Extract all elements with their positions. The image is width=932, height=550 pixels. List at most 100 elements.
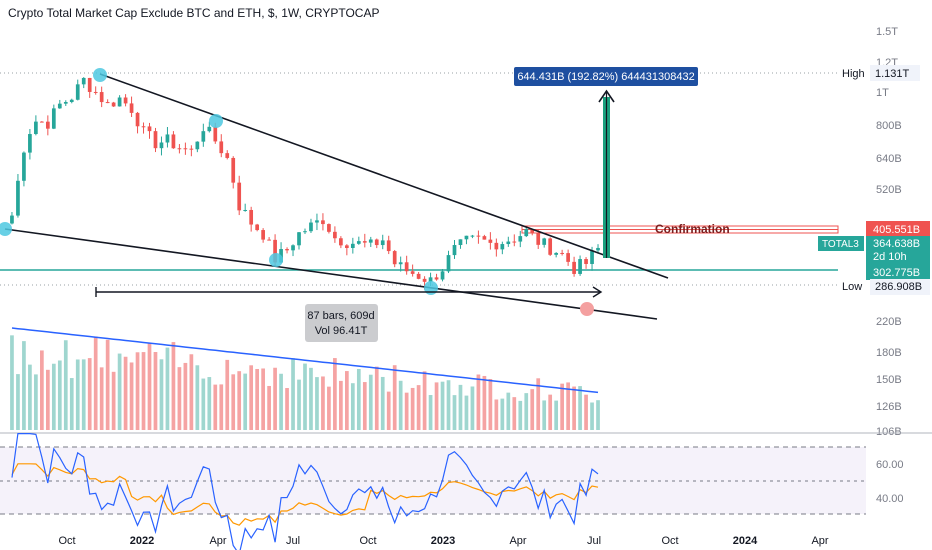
volume-bar [488, 379, 493, 430]
volume-bar [231, 374, 236, 430]
price-measure[interactable] [598, 89, 615, 258]
candle-body [470, 235, 475, 237]
candle-body [434, 277, 439, 280]
candle-body [339, 238, 343, 246]
volume-bar [10, 335, 14, 430]
candle-body [386, 240, 391, 252]
time-axis-label: Apr [509, 535, 526, 547]
rsi-line [11, 433, 599, 550]
volume-bar [476, 374, 481, 430]
support-price: 302.775B [873, 267, 920, 279]
candle-body [297, 232, 301, 246]
volume-bar [554, 400, 559, 430]
volume-bar [590, 402, 594, 430]
range-vol-label: Vol 96.41T [315, 325, 368, 337]
touch-point[interactable] [93, 68, 107, 82]
symbol-tag [818, 236, 864, 251]
candle-body [464, 235, 469, 240]
volume-bar [333, 358, 337, 430]
volume-bar [584, 394, 588, 430]
candle-body [201, 131, 206, 142]
volume-bar [279, 373, 283, 430]
candle-body [578, 259, 582, 274]
volume-bar [380, 376, 385, 430]
candle-body [111, 102, 116, 107]
candle-body [183, 148, 188, 150]
high-label: High [842, 68, 865, 80]
volume-bar [105, 339, 110, 430]
range-measure[interactable] [95, 286, 603, 298]
price-axis-label: 220B [876, 316, 902, 328]
candle-body [536, 233, 541, 245]
candle-body [572, 261, 576, 274]
volume-bar [440, 381, 445, 430]
volume-bar [16, 374, 20, 430]
touch-point[interactable] [269, 253, 283, 267]
volume-bar [309, 367, 313, 430]
candle-body [356, 241, 361, 244]
low-tag [870, 279, 930, 295]
current-price-tag [866, 236, 930, 264]
volume-bars [10, 335, 600, 430]
lower-trendline[interactable] [4, 228, 658, 320]
upper-trendline[interactable] [99, 73, 669, 279]
candle-body [488, 239, 493, 243]
candle-body [22, 152, 26, 181]
volume-bar [350, 383, 355, 430]
candle-body [195, 141, 200, 150]
volume-bar [141, 352, 146, 430]
candle-body [261, 230, 265, 240]
volume-bar [117, 353, 122, 430]
volume-bar [596, 400, 600, 430]
candle-body [291, 245, 295, 251]
candle-body [57, 103, 62, 109]
volume-bar [261, 368, 265, 430]
volume-bar [386, 391, 391, 430]
volume-bar [81, 359, 86, 430]
volume-bar [398, 380, 403, 430]
volume-bar [34, 374, 38, 430]
volume-bar [63, 340, 68, 430]
candle-body [171, 134, 176, 149]
measure-label-box [514, 67, 698, 86]
volume-bar [40, 350, 44, 430]
volume-bar [201, 378, 206, 430]
candle-body [321, 220, 325, 225]
touch-point[interactable] [209, 114, 223, 128]
candle-body [566, 253, 570, 262]
price-axis[interactable]: 1.5T 1.2T 1T 800B 640B 520B 220B 180B 15… [876, 26, 902, 438]
price-axis-label: 1.5T [876, 26, 898, 38]
candle-body [105, 102, 110, 104]
volume-bar [135, 352, 140, 430]
volume-bar [560, 383, 564, 430]
volume-bar [542, 400, 547, 430]
volume-bar [422, 371, 427, 430]
candle-body [410, 271, 415, 274]
projection-point[interactable] [580, 302, 594, 316]
touch-point[interactable] [0, 222, 12, 236]
price-axis-label: 640B [876, 153, 902, 165]
volume-bar [410, 387, 415, 430]
volume-bar [93, 336, 98, 430]
candle-body [81, 77, 86, 85]
time-axis[interactable]: Oct 2022 Apr Jul Oct 2023 Apr Jul Oct 20… [58, 535, 828, 547]
candle-body [506, 241, 511, 245]
resistance-price-tag [866, 221, 930, 237]
candle-body [135, 112, 140, 127]
volume-bar [255, 368, 260, 430]
volume-bar [297, 379, 301, 430]
confirmation-label[interactable]: Confirmation [655, 222, 730, 236]
candle-body [249, 209, 254, 225]
volume-bar [147, 343, 152, 430]
touch-point[interactable] [424, 281, 438, 295]
volume-bar [177, 367, 182, 430]
candle-body [512, 241, 517, 243]
candle-body [530, 229, 535, 234]
candle-body [374, 239, 379, 246]
volume-bar [57, 360, 62, 430]
rsi-ma-line [11, 463, 599, 526]
candle-body [548, 238, 553, 255]
time-axis-label: Jul [587, 535, 601, 547]
volume-bar [578, 386, 582, 430]
